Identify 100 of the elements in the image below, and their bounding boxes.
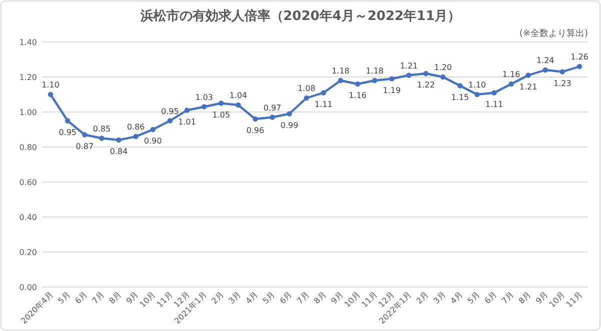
data-label: 1.16 — [502, 70, 520, 79]
x-tick-label: 7月 — [90, 290, 106, 306]
point — [286, 111, 292, 116]
point — [270, 114, 275, 120]
data-label: 0.96 — [246, 126, 264, 135]
point — [576, 64, 582, 70]
point — [372, 78, 378, 84]
x-tick-label: 2月 — [414, 290, 430, 306]
x-tick-label: 6月 — [482, 290, 499, 306]
point — [526, 72, 531, 78]
x-tick-label: 6月 — [73, 290, 90, 306]
data-label: 1.19 — [382, 86, 401, 95]
x-tick-label: 6月 — [278, 290, 294, 306]
point — [440, 74, 446, 80]
point — [542, 67, 548, 73]
point — [64, 118, 70, 124]
x-tick-label: 4月 — [244, 290, 260, 306]
data-label: 0.85 — [92, 124, 111, 134]
point — [492, 90, 497, 96]
point — [338, 78, 344, 84]
data-label: 0.95 — [161, 106, 179, 116]
point — [355, 81, 360, 87]
x-tick-label: 9月 — [329, 290, 346, 306]
x-tick-label: 5月 — [466, 290, 482, 306]
point — [389, 76, 394, 82]
point — [201, 104, 207, 110]
point — [184, 108, 190, 113]
point — [304, 95, 310, 101]
point — [423, 70, 429, 76]
chart-title: 浜松市の有効求人倍率（2020年4月～2022年11月） — [139, 8, 461, 24]
data-label: 1.22 — [417, 80, 435, 90]
data-label: 0.99 — [280, 120, 298, 130]
x-tick-label: 3月 — [432, 290, 448, 306]
y-tick-label: 1.20 — [19, 73, 37, 82]
point — [320, 90, 326, 96]
x-tick-label: 3月 — [227, 290, 243, 306]
y-tick-label: 1.40 — [19, 38, 37, 47]
x-tick-label: 2月 — [210, 290, 226, 306]
data-label: 1.11 — [485, 100, 504, 109]
point — [167, 118, 173, 124]
data-label: 1.18 — [366, 66, 384, 76]
y-tick-label: 0.00 — [19, 283, 37, 292]
point — [236, 102, 241, 108]
x-tick-label: 5月 — [261, 290, 277, 306]
x-tick-label: 9月 — [534, 290, 550, 306]
data-label: 1.24 — [536, 56, 554, 65]
data-label: 1.11 — [314, 100, 332, 109]
x-tick-label: 11月 — [564, 290, 584, 310]
y-tick-label: 0.40 — [19, 213, 37, 222]
x-tick-label: 7月 — [295, 290, 311, 306]
data-label: 1.01 — [178, 117, 196, 126]
point — [82, 132, 88, 138]
data-label: 1.15 — [451, 92, 469, 102]
x-tick-label: 8月 — [517, 290, 533, 306]
point — [116, 137, 122, 143]
data-label: 1.16 — [348, 91, 367, 100]
data-label: 0.86 — [126, 122, 145, 132]
data-label: 0.87 — [76, 142, 94, 151]
point — [560, 69, 566, 74]
y-tick-label: 0.20 — [19, 248, 37, 257]
data-label: 1.10 — [468, 80, 486, 90]
data-label: 1.04 — [229, 91, 248, 100]
point — [133, 134, 138, 140]
data-label: 1.26 — [570, 52, 588, 62]
x-tick-label: 9月 — [124, 290, 140, 306]
y-tick-label: 0.80 — [19, 143, 37, 152]
data-label: 1.23 — [554, 78, 572, 88]
x-tick-label: 7月 — [500, 290, 516, 306]
point — [218, 100, 224, 106]
point — [508, 81, 514, 87]
data-label: 1.21 — [400, 61, 418, 70]
point — [150, 126, 156, 132]
data-label: 0.95 — [58, 128, 76, 137]
x-tick-label: 4月 — [448, 290, 464, 306]
text: (※全数より算出) — [519, 28, 588, 39]
point — [457, 83, 463, 88]
x-tick-label: 10月 — [138, 290, 158, 310]
x-tick-label: 8月 — [108, 290, 124, 306]
point — [252, 116, 258, 122]
data-label: 1.03 — [195, 92, 213, 102]
point — [474, 92, 480, 98]
data-label: 0.90 — [144, 136, 162, 146]
data-label: 0.97 — [263, 103, 282, 112]
point — [48, 92, 54, 98]
data-label: 1.20 — [434, 63, 452, 72]
point — [99, 136, 104, 141]
y-tick-label: 1.00 — [19, 108, 37, 117]
data-label: 1.05 — [212, 110, 230, 120]
data-label: 0.84 — [110, 147, 128, 156]
data-label: 1.18 — [332, 66, 350, 76]
x-tick-label: 11月 — [360, 290, 380, 310]
x-tick-label: 10月 — [342, 290, 362, 310]
x-tick-label: 11月 — [155, 290, 174, 310]
x-tick-label: 8月 — [312, 290, 328, 306]
x-tick-label: 5月 — [56, 290, 72, 306]
point — [406, 72, 412, 78]
y-tick-label: 0.60 — [19, 178, 37, 187]
x-tick-label: 10月 — [548, 290, 567, 310]
data-label: 1.21 — [519, 82, 538, 92]
data-label: 1.10 — [42, 80, 60, 90]
